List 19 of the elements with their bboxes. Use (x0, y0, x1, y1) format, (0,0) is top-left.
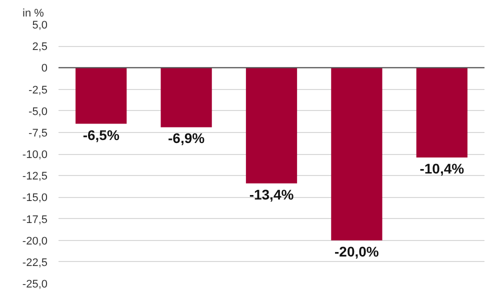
y-tick-label: -20,0 (22, 235, 48, 248)
y-tick-label: -5,0 (28, 106, 48, 118)
y-tick-label: 2,5 (32, 41, 48, 54)
data-label: -13,4% (249, 186, 294, 202)
y-tick-label: 5,0 (32, 20, 48, 32)
y-tick-label: -7,5 (28, 127, 48, 140)
data-label: -20,0% (334, 243, 380, 260)
data-label: -6,9% (168, 130, 206, 146)
data-label: -10,4% (420, 160, 465, 176)
y-axis-title: in % (22, 8, 44, 20)
y-tick-label: -25,0 (22, 278, 48, 290)
y-tick-label: 0 (41, 62, 48, 75)
y-tick-label: -2,5 (28, 84, 48, 96)
y-tick-label: -12,5 (22, 170, 48, 183)
y-tick-label: -15,0 (22, 192, 48, 204)
y-tick-label: -10,0 (22, 149, 48, 161)
data-label: -6,5% (82, 126, 120, 143)
y-tick-label: -17,5 (22, 214, 48, 226)
y-tick-label: -22,5 (22, 256, 48, 269)
